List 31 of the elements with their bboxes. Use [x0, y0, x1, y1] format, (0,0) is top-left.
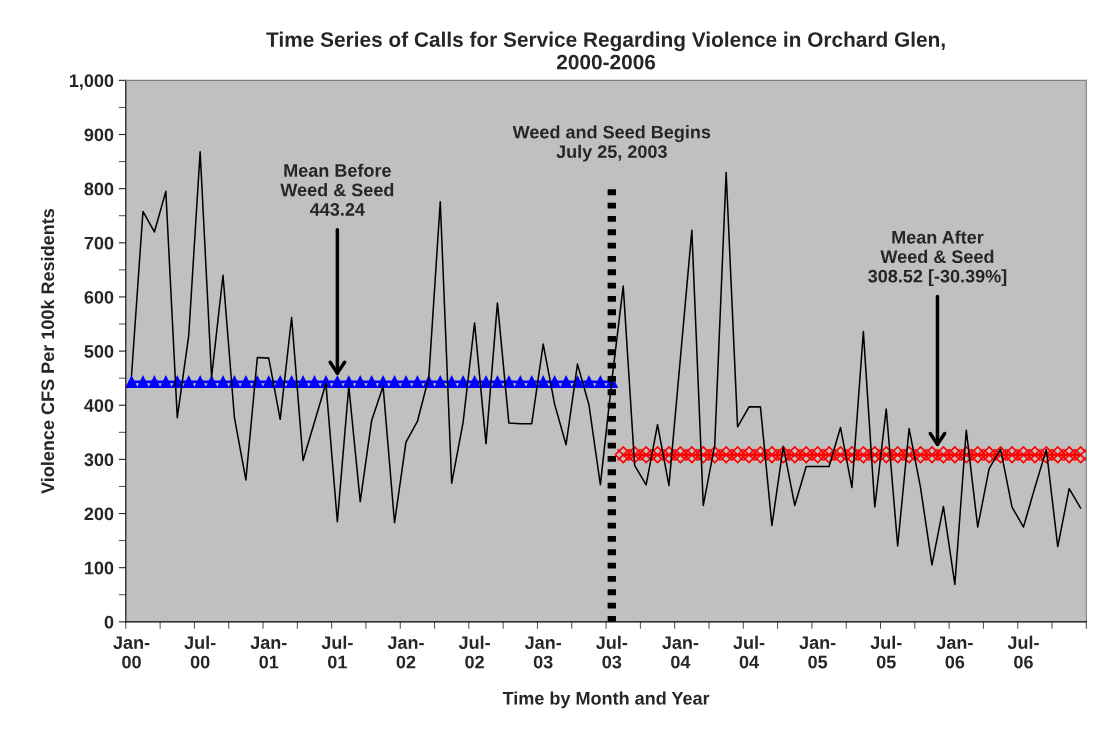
y-tick-label: 400: [84, 399, 114, 412]
x-tick-label: Jul- 02: [458, 635, 490, 669]
x-tick-label: Jan- 01: [250, 636, 287, 669]
y-tick-label: 0: [104, 615, 114, 629]
x-tick-label: Jul- 04: [733, 635, 765, 669]
chart-title: Time Series of Calls for Service Regarding Violence in Orchard Glen, 2000-2006: [266, 31, 945, 70]
x-tick-label: Jul- 00: [184, 635, 216, 669]
x-tick-label: Jan- 00: [113, 636, 150, 669]
x-tick-label: Jul- 06: [1007, 635, 1039, 669]
annotation: Mean After Weed & Seed 308.52 [-30.39%]: [868, 230, 1007, 287]
x-tick-label: Jan- 02: [387, 636, 424, 669]
x-tick-label: Jan- 03: [524, 636, 562, 669]
y-axis-title: Violence CFS Per 100k Residents: [40, 208, 55, 494]
x-tick-label: Jan- 06: [936, 636, 973, 669]
y-tick-label: 600: [84, 290, 114, 304]
ref-line-label: Weed and Seed Begins July 25, 2003: [512, 125, 711, 162]
y-tick-label: 300: [84, 453, 114, 467]
y-tick-label: 700: [84, 236, 114, 250]
y-tick-label: 800: [84, 182, 114, 196]
y-tick-label: 100: [85, 561, 114, 575]
y-tick-label: 900: [84, 128, 114, 142]
y-tick-label: 500: [84, 345, 114, 358]
x-tick-label: Jul- 03: [596, 635, 628, 669]
x-axis-title: Time by Month and Year: [502, 691, 710, 709]
y-tick-label: 1,000: [69, 74, 114, 90]
x-tick-label: Jan- 05: [799, 636, 836, 669]
x-tick-label: Jul- 05: [870, 635, 902, 669]
annotation: Mean Before Weed & Seed 443.24: [280, 163, 394, 216]
x-tick-label: Jul- 01: [321, 635, 353, 669]
y-tick-label: 200: [84, 507, 114, 521]
x-tick-label: Jan- 04: [662, 636, 699, 669]
